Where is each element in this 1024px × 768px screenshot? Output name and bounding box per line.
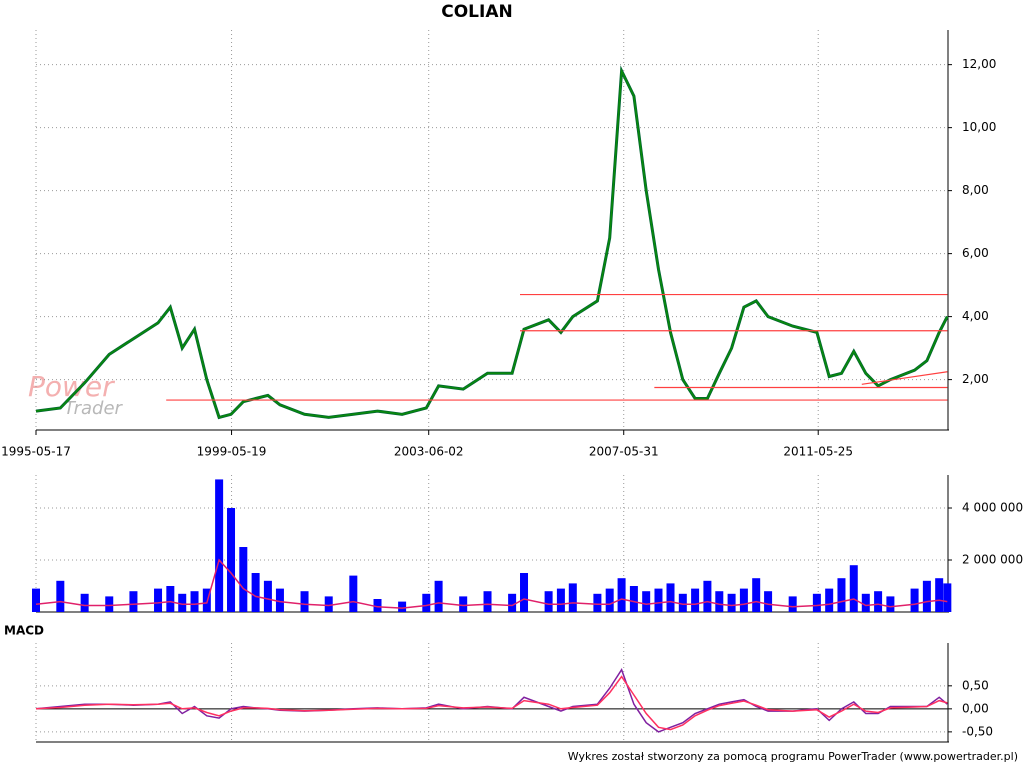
bar: [922, 580, 931, 612]
bar: [422, 593, 431, 612]
bar: [764, 591, 773, 612]
bar: [520, 573, 529, 612]
bar: [398, 601, 407, 612]
bar: [129, 591, 138, 612]
bar: [105, 596, 114, 612]
bar: [654, 588, 663, 612]
bar: [483, 591, 492, 612]
bar: [849, 565, 858, 612]
bar: [349, 575, 358, 612]
line: [35, 558, 948, 609]
y-tick-label: 4,00: [962, 309, 989, 323]
y-tick-label: 0,00: [962, 701, 989, 715]
bar: [666, 583, 675, 612]
bar: [227, 508, 236, 612]
y-tick-label: 10,00: [962, 120, 996, 134]
y-tick-label: 8,00: [962, 183, 989, 197]
bar: [642, 591, 651, 612]
bar: [154, 588, 163, 612]
bar: [239, 547, 248, 612]
bar: [727, 593, 736, 612]
y-tick-label: 2 000 000: [962, 553, 1023, 567]
bar: [324, 596, 333, 612]
line: [35, 668, 948, 733]
bar: [434, 580, 443, 612]
bar: [691, 588, 700, 612]
bar: [373, 599, 382, 612]
y-tick-label: 4 000 000: [962, 501, 1023, 515]
bar: [568, 583, 577, 612]
bar: [935, 578, 944, 612]
footer: Wykres został stworzony za pomocą progra…: [568, 750, 1018, 763]
y-tick-label: 6,00: [962, 246, 989, 260]
bar: [178, 593, 187, 612]
chart-title: COLIAN: [441, 2, 512, 22]
y-tick-label: 12,00: [962, 57, 996, 71]
bar: [617, 578, 626, 612]
bar: [825, 588, 834, 612]
bar: [715, 591, 724, 612]
y-tick-label: -0,50: [962, 724, 993, 738]
bar: [556, 588, 565, 612]
bar: [703, 580, 712, 612]
support-line: [861, 371, 948, 385]
bar: [752, 578, 761, 612]
bar: [629, 586, 638, 612]
bar: [263, 580, 272, 612]
bar: [739, 588, 748, 612]
y-tick-label: 0,50: [962, 678, 989, 692]
bar: [812, 593, 821, 612]
bar: [886, 596, 895, 612]
x-tick-label: 2007-05-31: [589, 445, 659, 459]
bar: [32, 588, 40, 612]
price-line-edge: [35, 65, 949, 420]
bar: [943, 583, 952, 612]
bar: [593, 593, 602, 612]
panel-title: MACD: [4, 624, 44, 638]
line: [35, 675, 948, 731]
bar: [251, 573, 260, 612]
bar: [678, 593, 687, 612]
bar: [544, 591, 553, 612]
bar: [837, 578, 846, 612]
x-tick-label: 2003-06-02: [394, 445, 464, 459]
bar: [300, 591, 309, 612]
bar: [459, 596, 468, 612]
bar: [861, 593, 870, 612]
y-tick-label: 2,00: [962, 372, 989, 386]
bar: [215, 479, 224, 612]
bar: [190, 591, 199, 612]
watermark: Trader: [64, 398, 124, 419]
bar: [605, 588, 614, 612]
bar: [788, 596, 797, 612]
x-tick-label: 1999-05-19: [197, 445, 267, 459]
bar: [80, 593, 89, 612]
bar: [910, 588, 919, 612]
x-tick-label: 2011-05-25: [783, 445, 853, 459]
bar: [874, 591, 883, 612]
bar: [166, 586, 175, 612]
x-tick-label: 1995-05-17: [1, 445, 71, 459]
line: [35, 68, 948, 419]
bar: [56, 580, 65, 612]
bar: [508, 593, 517, 612]
bar: [275, 588, 284, 612]
